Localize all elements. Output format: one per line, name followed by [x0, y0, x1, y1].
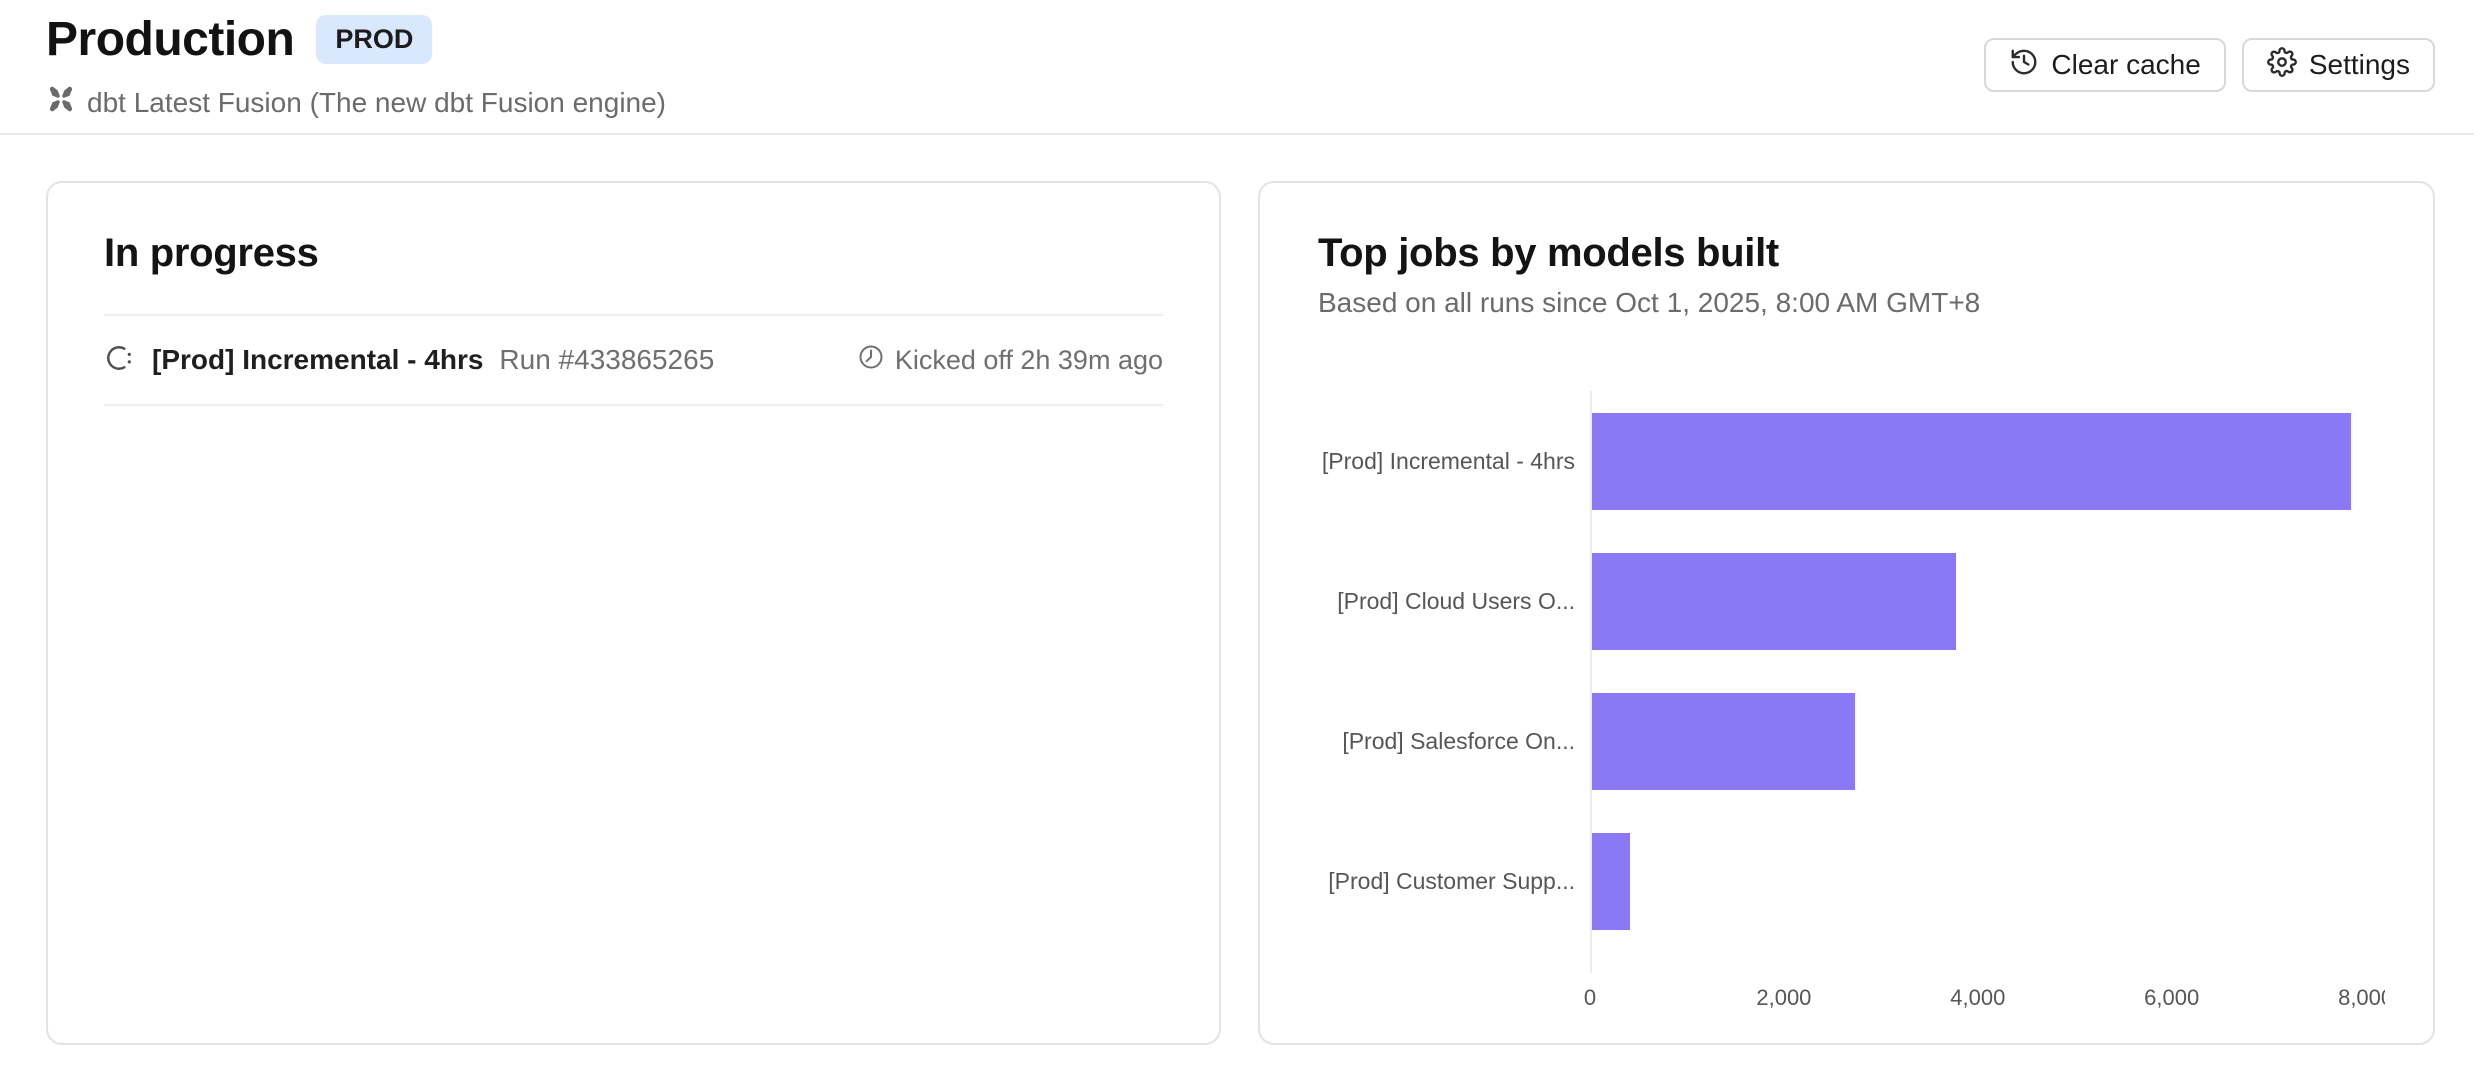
chart-bar[interactable] — [1592, 692, 1856, 790]
header-left: Production PROD dbt Latest Fusion (The n… — [46, 12, 666, 121]
clock-icon — [857, 343, 885, 378]
run-row[interactable]: [Prod] Incremental - 4hrs Run #433865265… — [104, 316, 1163, 406]
chart-bar[interactable] — [1592, 832, 1630, 930]
settings-label: Settings — [2308, 49, 2410, 80]
x-axis-tick: 4,000 — [1950, 985, 2006, 1010]
chart-x-axis: 0 2,000 4,000 6,000 8,000 — [1570, 973, 2385, 1021]
chart-category-labels: [Prod] Incremental - 4hrs [Prod] Cloud U… — [1318, 391, 1590, 1021]
engine-subtitle-text: dbt Latest Fusion (The new dbt Fusion en… — [87, 86, 667, 118]
chart-bars-stack — [1590, 391, 2385, 973]
clear-cache-button[interactable]: Clear cache — [1984, 38, 2226, 92]
top-jobs-subtitle: Based on all runs since Oct 1, 2025, 8:0… — [1318, 287, 1981, 318]
chart-bar[interactable] — [1592, 552, 1956, 650]
x-axis-tick: 8,000 — [2338, 985, 2385, 1010]
top-jobs-title: Top jobs by models built — [1318, 231, 1779, 275]
in-progress-title: In progress — [104, 231, 319, 275]
main-content: In progress [Prod] Incremental - 4hrs Ru… — [0, 135, 2474, 1045]
x-axis-tick: 6,000 — [2144, 985, 2200, 1010]
engine-subtitle: dbt Latest Fusion (The new dbt Fusion en… — [46, 84, 666, 121]
top-jobs-bar-chart: [Prod] Incremental - 4hrs [Prod] Cloud U… — [1318, 391, 2385, 1021]
env-badge: PROD — [316, 15, 433, 64]
settings-button[interactable]: Settings — [2241, 38, 2435, 92]
chart-category-label: [Prod] Customer Supp... — [1328, 867, 1575, 894]
page-header: Production PROD dbt Latest Fusion (The n… — [0, 0, 2474, 135]
run-number-link[interactable]: Run #433865265 — [499, 344, 715, 375]
header-actions: Clear cache Settings — [1984, 38, 2435, 92]
chart-bar[interactable] — [1592, 412, 2352, 510]
chart-bars-area: 0 2,000 4,000 6,000 8,000 — [1584, 391, 2385, 1021]
clear-cache-label: Clear cache — [2051, 49, 2201, 80]
divider — [104, 314, 1163, 316]
dbt-logo-icon — [46, 84, 76, 121]
chart-category-label: [Prod] Incremental - 4hrs — [1321, 447, 1575, 474]
chart-category-label: [Prod] Cloud Users O... — [1337, 587, 1575, 614]
gear-icon — [2266, 46, 2297, 84]
run-kicked-off-text: Kicked off 2h 39m ago — [894, 344, 1163, 375]
page-title: Production — [46, 13, 295, 66]
history-icon — [2009, 47, 2039, 84]
x-axis-tick: 2,000 — [1756, 985, 1812, 1010]
chart-plot: [Prod] Incremental - 4hrs [Prod] Cloud U… — [1318, 391, 2385, 1021]
chart-category-label: [Prod] Salesforce On... — [1342, 727, 1575, 754]
x-axis-tick: 0 — [1583, 985, 1597, 1010]
in-progress-card: In progress [Prod] Incremental - 4hrs Ru… — [46, 181, 1221, 1045]
title-row: Production PROD — [46, 12, 666, 67]
top-jobs-card: Top jobs by models built Based on all ru… — [1258, 181, 2435, 1045]
run-kicked-off: Kicked off 2h 39m ago — [857, 343, 1163, 378]
run-job-name[interactable]: [Prod] Incremental - 4hrs — [152, 344, 484, 375]
spinner-icon — [104, 343, 134, 378]
